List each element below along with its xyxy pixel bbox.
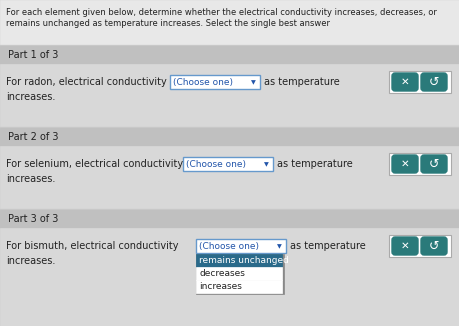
Text: remains unchanged: remains unchanged <box>199 256 289 265</box>
Bar <box>389 71 451 93</box>
Bar <box>0 146 459 208</box>
Text: (Choose one): (Choose one) <box>199 242 259 250</box>
Text: ↺: ↺ <box>429 240 439 253</box>
Text: increases.: increases. <box>6 174 56 184</box>
Text: (Choose one): (Choose one) <box>173 78 233 86</box>
Bar <box>0 64 459 126</box>
Bar <box>196 239 286 253</box>
Text: For bismuth, electrical conductivity: For bismuth, electrical conductivity <box>6 241 179 251</box>
Bar <box>0 228 459 326</box>
Text: remains unchanged as temperature increases. Select the single best answer: remains unchanged as temperature increas… <box>6 19 330 28</box>
Bar <box>389 153 451 175</box>
FancyBboxPatch shape <box>421 237 447 255</box>
Bar <box>196 254 282 267</box>
Text: increases.: increases. <box>6 256 56 266</box>
Text: ↺: ↺ <box>429 76 439 88</box>
Bar <box>196 254 284 294</box>
Bar <box>183 157 273 171</box>
Bar <box>389 235 451 257</box>
Text: For radon, electrical conductivity: For radon, electrical conductivity <box>6 77 167 87</box>
Text: ✕: ✕ <box>401 241 409 251</box>
Text: For each element given below, determine whether the electrical conductivity incr: For each element given below, determine … <box>6 8 437 17</box>
Text: as temperature: as temperature <box>290 241 366 251</box>
FancyBboxPatch shape <box>392 155 418 173</box>
Bar <box>0 210 459 228</box>
Text: (Choose one): (Choose one) <box>186 159 246 169</box>
Text: ↺: ↺ <box>429 157 439 170</box>
Text: increases: increases <box>199 282 242 291</box>
FancyBboxPatch shape <box>421 73 447 91</box>
Text: ▼: ▼ <box>251 80 256 85</box>
Text: ▼: ▼ <box>277 244 282 249</box>
Text: ✕: ✕ <box>401 77 409 87</box>
Bar <box>196 280 282 293</box>
Text: For selenium, electrical conductivity: For selenium, electrical conductivity <box>6 159 183 169</box>
FancyBboxPatch shape <box>392 73 418 91</box>
Text: Part 3 of 3: Part 3 of 3 <box>8 214 58 224</box>
Text: decreases: decreases <box>199 269 245 278</box>
Text: Part 2 of 3: Part 2 of 3 <box>8 132 58 142</box>
Text: as temperature: as temperature <box>264 77 340 87</box>
Text: as temperature: as temperature <box>277 159 353 169</box>
Text: ✕: ✕ <box>401 159 409 169</box>
Bar <box>0 128 459 146</box>
Bar <box>170 75 260 89</box>
FancyBboxPatch shape <box>421 155 447 173</box>
Text: ▼: ▼ <box>264 162 269 167</box>
Bar <box>196 267 282 280</box>
FancyBboxPatch shape <box>392 237 418 255</box>
Text: increases.: increases. <box>6 92 56 102</box>
Bar <box>0 46 459 64</box>
Text: Part 1 of 3: Part 1 of 3 <box>8 50 58 60</box>
Bar <box>0 0 459 44</box>
